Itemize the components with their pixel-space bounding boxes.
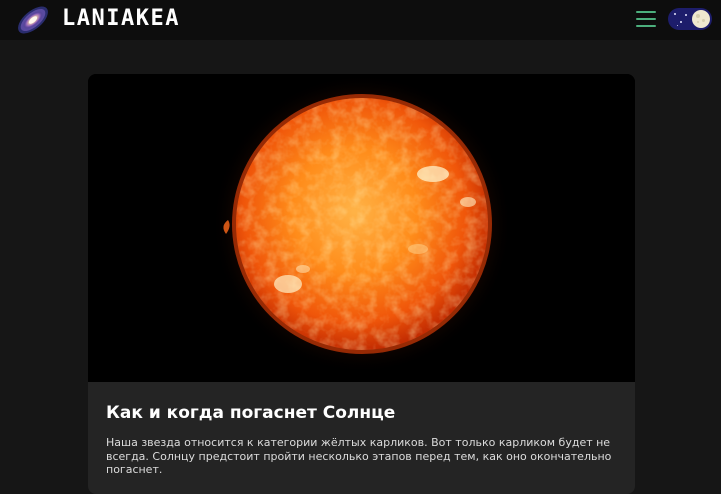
site-logo-text[interactable]: LANIAKEA	[62, 6, 180, 31]
article-image[interactable]	[88, 74, 635, 382]
article-title[interactable]: Как и когда погаснет Солнце	[106, 403, 396, 423]
site-header: LANIAKEA	[0, 0, 721, 40]
spiral-galaxy-icon[interactable]	[14, 1, 52, 39]
hamburger-menu-icon[interactable]	[634, 8, 658, 30]
theme-toggle-button[interactable]	[668, 8, 712, 30]
article-card-body: Как и когда погаснет Солнце Наша звезда …	[88, 382, 635, 477]
sun-photo	[88, 74, 635, 382]
article-excerpt: Наша звезда относится к категории жёлтых…	[106, 436, 612, 476]
article-card[interactable]: Как и когда погаснет Солнце Наша звезда …	[88, 74, 635, 494]
moon-icon	[692, 10, 710, 28]
